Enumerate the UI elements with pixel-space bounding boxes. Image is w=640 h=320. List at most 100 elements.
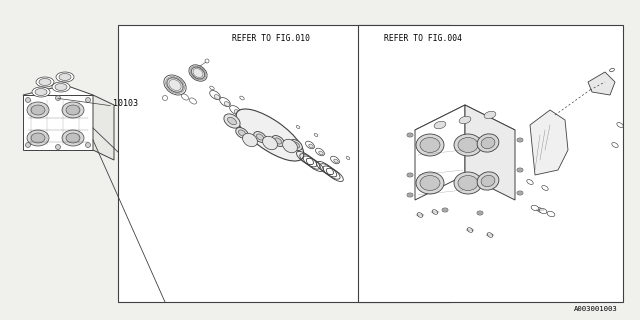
- Ellipse shape: [31, 133, 45, 143]
- Ellipse shape: [189, 65, 207, 81]
- Ellipse shape: [454, 172, 482, 194]
- Ellipse shape: [408, 174, 412, 176]
- Ellipse shape: [481, 175, 495, 187]
- Ellipse shape: [239, 130, 246, 136]
- Ellipse shape: [296, 125, 300, 129]
- Ellipse shape: [234, 110, 240, 114]
- Ellipse shape: [36, 77, 54, 87]
- Polygon shape: [465, 105, 515, 200]
- Ellipse shape: [290, 140, 302, 150]
- Ellipse shape: [518, 139, 522, 141]
- Ellipse shape: [408, 194, 412, 196]
- Ellipse shape: [27, 102, 49, 118]
- Ellipse shape: [230, 106, 240, 115]
- Ellipse shape: [432, 210, 438, 214]
- Ellipse shape: [253, 132, 266, 142]
- Text: REFER TO FIG.004: REFER TO FIG.004: [384, 34, 462, 43]
- Ellipse shape: [537, 208, 543, 212]
- Ellipse shape: [330, 156, 339, 164]
- Ellipse shape: [444, 209, 447, 211]
- Ellipse shape: [420, 175, 440, 190]
- Ellipse shape: [346, 156, 350, 160]
- Ellipse shape: [59, 74, 71, 81]
- Bar: [358, 25, 623, 302]
- Ellipse shape: [517, 168, 523, 172]
- Ellipse shape: [416, 134, 444, 156]
- Ellipse shape: [283, 139, 298, 153]
- Ellipse shape: [240, 96, 244, 100]
- Ellipse shape: [408, 134, 412, 136]
- Ellipse shape: [262, 136, 277, 150]
- Ellipse shape: [539, 208, 547, 214]
- Ellipse shape: [547, 211, 555, 217]
- Ellipse shape: [531, 205, 539, 211]
- Circle shape: [163, 95, 168, 100]
- Ellipse shape: [62, 130, 84, 146]
- Ellipse shape: [66, 133, 80, 143]
- Ellipse shape: [612, 142, 618, 148]
- Ellipse shape: [316, 148, 324, 156]
- Ellipse shape: [39, 78, 51, 85]
- Ellipse shape: [459, 116, 471, 124]
- Polygon shape: [93, 95, 114, 160]
- Text: REFER TO FIG.010: REFER TO FIG.010: [232, 34, 310, 43]
- Ellipse shape: [31, 105, 45, 115]
- Ellipse shape: [52, 82, 70, 92]
- Ellipse shape: [518, 169, 522, 171]
- Ellipse shape: [272, 136, 284, 147]
- Ellipse shape: [484, 111, 496, 119]
- Circle shape: [26, 142, 31, 148]
- Ellipse shape: [55, 84, 67, 91]
- Circle shape: [86, 98, 90, 102]
- Circle shape: [86, 142, 90, 148]
- Ellipse shape: [189, 98, 196, 104]
- Ellipse shape: [517, 138, 523, 142]
- Ellipse shape: [407, 193, 413, 197]
- Ellipse shape: [479, 212, 481, 214]
- Ellipse shape: [527, 180, 533, 184]
- Polygon shape: [23, 95, 93, 150]
- Polygon shape: [588, 72, 615, 95]
- Ellipse shape: [454, 134, 482, 156]
- Ellipse shape: [517, 191, 523, 195]
- Polygon shape: [530, 110, 568, 175]
- Ellipse shape: [275, 138, 282, 144]
- Ellipse shape: [246, 110, 250, 114]
- Ellipse shape: [292, 142, 300, 148]
- Ellipse shape: [305, 141, 314, 149]
- Ellipse shape: [319, 151, 323, 155]
- Ellipse shape: [228, 117, 236, 125]
- Ellipse shape: [609, 68, 614, 72]
- Ellipse shape: [407, 173, 413, 177]
- Ellipse shape: [220, 98, 230, 107]
- Ellipse shape: [458, 138, 478, 153]
- Ellipse shape: [27, 130, 49, 146]
- Ellipse shape: [481, 137, 495, 148]
- Ellipse shape: [224, 102, 230, 106]
- Ellipse shape: [257, 134, 264, 140]
- Ellipse shape: [416, 172, 444, 194]
- Ellipse shape: [477, 134, 499, 152]
- Ellipse shape: [420, 138, 440, 153]
- Polygon shape: [415, 105, 515, 155]
- Ellipse shape: [181, 94, 189, 100]
- Ellipse shape: [210, 86, 214, 90]
- Circle shape: [56, 145, 61, 149]
- Ellipse shape: [334, 159, 338, 163]
- Ellipse shape: [308, 144, 313, 148]
- Ellipse shape: [518, 192, 522, 194]
- Ellipse shape: [477, 172, 499, 190]
- Polygon shape: [415, 105, 465, 200]
- Ellipse shape: [542, 186, 548, 190]
- Ellipse shape: [487, 233, 493, 237]
- Ellipse shape: [467, 228, 473, 232]
- Ellipse shape: [35, 89, 47, 95]
- Text: 10103: 10103: [113, 99, 138, 108]
- Ellipse shape: [477, 211, 483, 215]
- Circle shape: [205, 59, 209, 63]
- Bar: [118, 25, 450, 302]
- Ellipse shape: [243, 133, 257, 147]
- Ellipse shape: [417, 213, 423, 217]
- Ellipse shape: [32, 87, 50, 97]
- Ellipse shape: [66, 105, 80, 115]
